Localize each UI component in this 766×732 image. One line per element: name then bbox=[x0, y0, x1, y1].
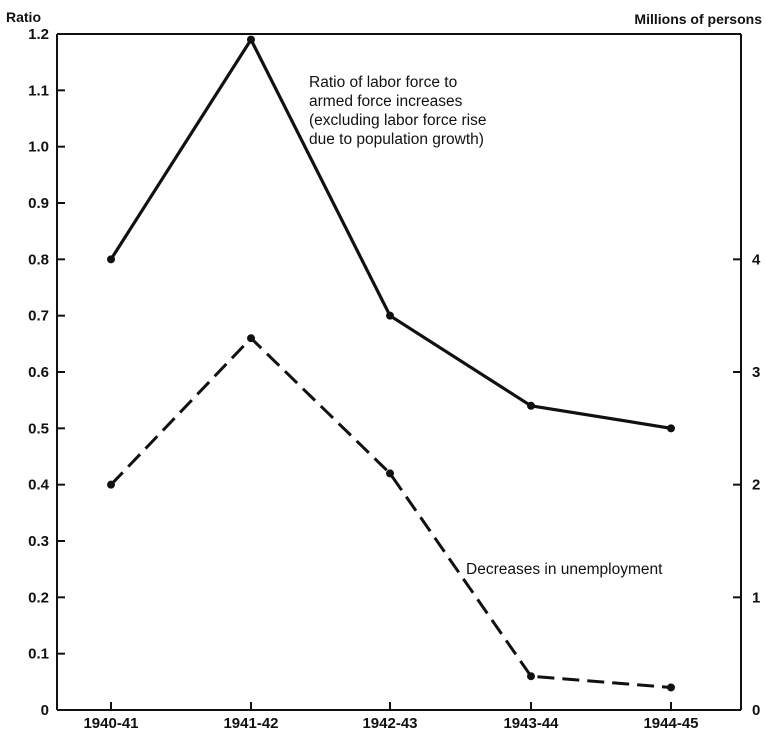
left-tick-label: 0.2 bbox=[28, 589, 49, 606]
left-tick-label: 1.2 bbox=[28, 26, 49, 43]
solid-series-annotation: Ratio of labor force to armed force incre… bbox=[309, 74, 486, 148]
right-axis-title: Millions of persons bbox=[634, 11, 762, 27]
left-axis-ticks: 0 0.1 0.2 0.3 0.4 0.5 0.6 0.7 0.8 0.9 1.0 1.1 1.2 bbox=[28, 26, 65, 719]
dashed-series-point bbox=[247, 334, 255, 343]
left-tick-label: 0.4 bbox=[28, 477, 50, 494]
solid-annotation-line: (excluding labor force rise bbox=[309, 112, 486, 129]
x-tick-label: 1944-45 bbox=[643, 715, 698, 732]
left-tick-label: 1.1 bbox=[28, 82, 49, 99]
x-tick-label: 1942-43 bbox=[362, 715, 417, 732]
dashed-series-point bbox=[386, 469, 394, 478]
left-tick-label: 0.7 bbox=[28, 308, 49, 325]
left-tick-label: 0 bbox=[41, 702, 49, 719]
left-tick-label: 0.9 bbox=[28, 195, 49, 212]
x-tick-label: 1941-42 bbox=[223, 715, 278, 732]
dashed-series-point bbox=[667, 683, 675, 692]
left-tick-label: 0.8 bbox=[28, 251, 49, 268]
dashed-series-annotation: Decreases in unemployment bbox=[466, 561, 663, 578]
dashed-series-line bbox=[109, 336, 672, 689]
left-tick-label: 0.6 bbox=[28, 364, 49, 381]
x-axis-ticks: 1940-41 1941-42 1942-43 1943-44 1944-45 bbox=[83, 702, 699, 732]
dashed-series-point bbox=[107, 480, 115, 489]
solid-series-point bbox=[386, 311, 394, 320]
left-axis-title: Ratio bbox=[6, 9, 41, 25]
solid-series-point bbox=[107, 255, 115, 264]
dashed-series-point bbox=[527, 672, 535, 681]
x-tick-label: 1940-41 bbox=[83, 715, 138, 732]
right-axis-ticks: 0 1 2 3 4 bbox=[733, 251, 761, 719]
right-tick-label: 0 bbox=[752, 702, 760, 719]
right-tick-label: 2 bbox=[752, 477, 760, 494]
solid-annotation-line: armed force increases bbox=[309, 93, 463, 110]
left-tick-label: 1.0 bbox=[28, 139, 49, 156]
left-tick-label: 0.5 bbox=[28, 420, 49, 437]
solid-annotation-line: due to population growth) bbox=[309, 131, 484, 148]
right-tick-label: 3 bbox=[752, 364, 760, 381]
left-tick-label: 0.1 bbox=[28, 646, 49, 663]
solid-series-point bbox=[667, 424, 675, 433]
right-tick-label: 1 bbox=[752, 589, 760, 606]
solid-annotation-line: Ratio of labor force to bbox=[309, 74, 457, 91]
solid-series-point bbox=[527, 401, 535, 410]
x-tick-label: 1943-44 bbox=[503, 715, 559, 732]
right-tick-label: 4 bbox=[752, 251, 761, 268]
solid-series-point bbox=[247, 35, 255, 44]
left-tick-label: 0.3 bbox=[28, 533, 49, 550]
series-layer bbox=[107, 35, 675, 692]
